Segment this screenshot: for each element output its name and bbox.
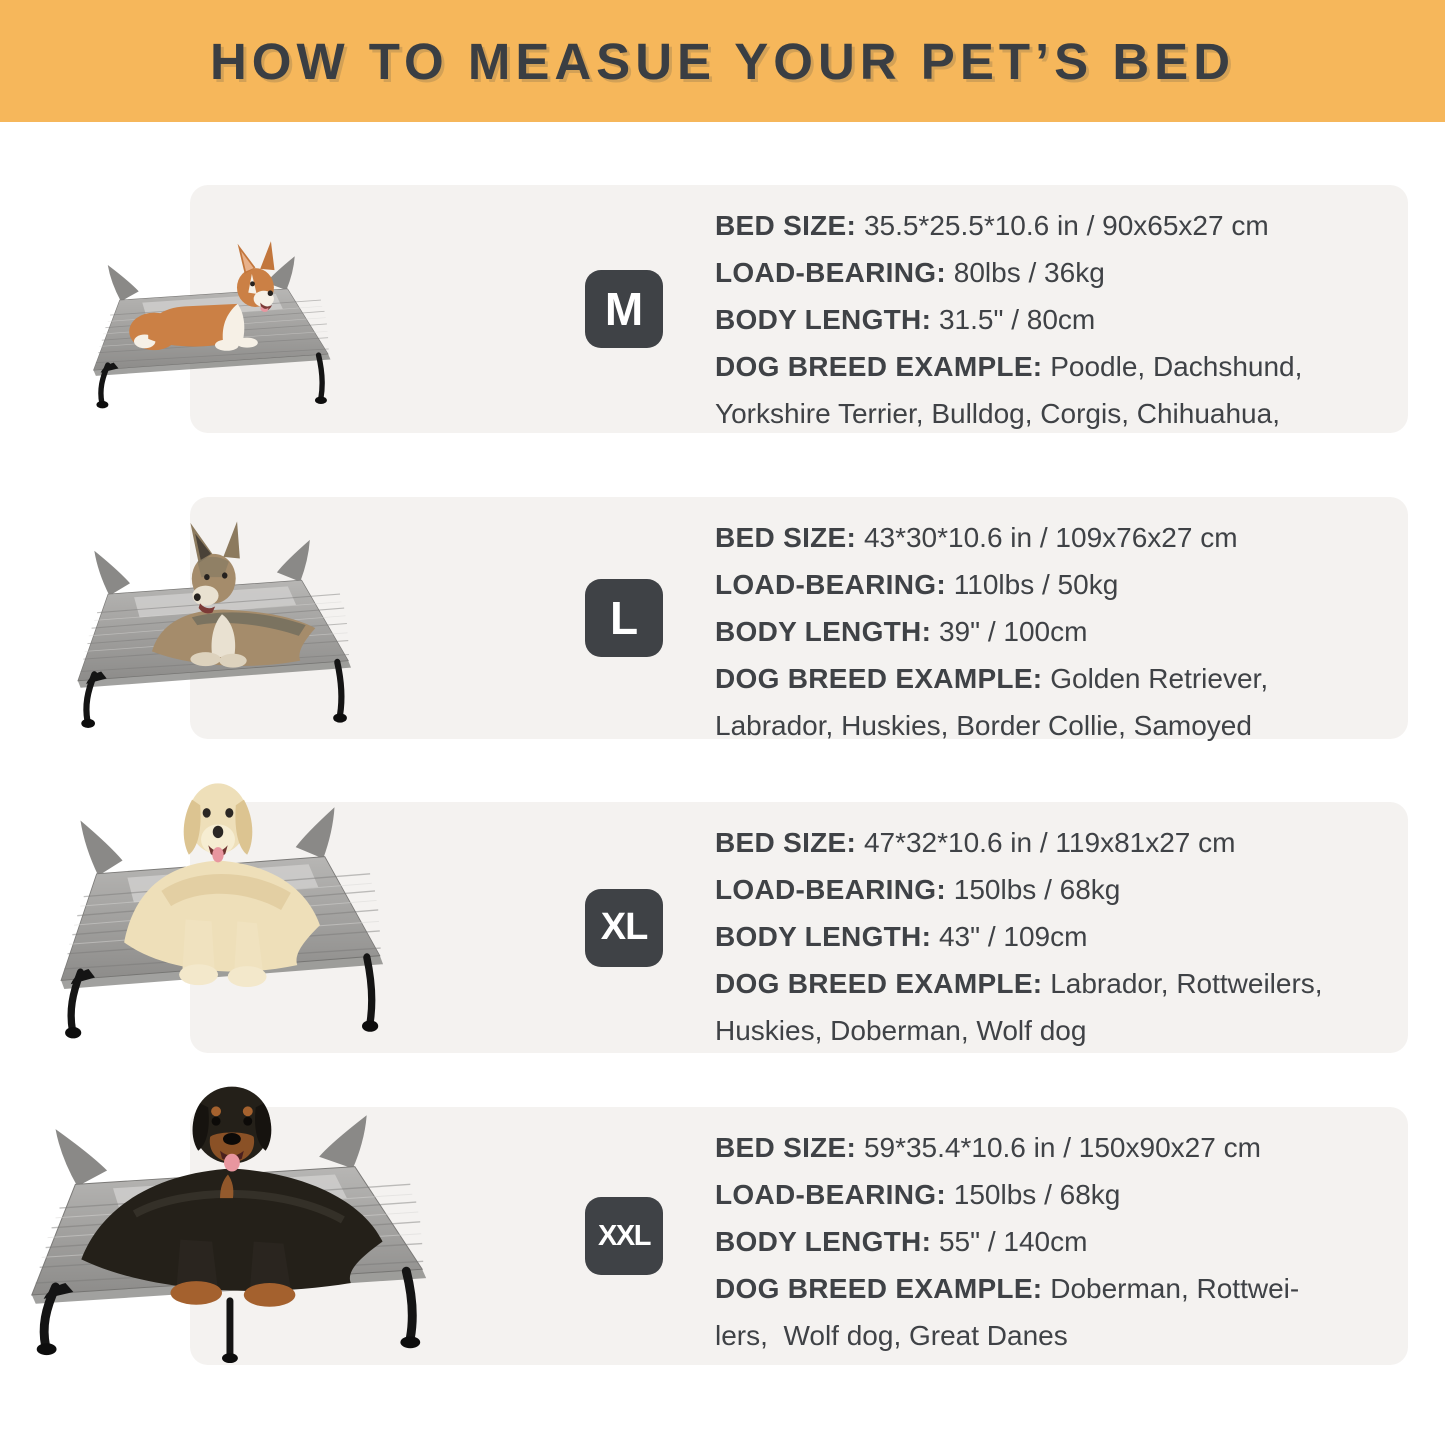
load-bearing-line: LOAD-BEARING: 150lbs / 68kg: [715, 866, 1323, 913]
breed-value-1: Poodle, Dachshund,: [1050, 351, 1303, 382]
breed-line-1: DOG BREED EXAMPLE: Labrador, Rottweilers…: [715, 960, 1323, 1007]
bed-size-value: 43*30*10.6 in / 109x76x27 cm: [863, 522, 1238, 553]
breed-label: DOG BREED EXAMPLE:: [715, 663, 1043, 694]
breed-line-2: lers, Wolf dog, Great Danes: [715, 1312, 1299, 1359]
bed-size-label: BED SIZE:: [715, 522, 857, 553]
load-bearing-label: LOAD-BEARING:: [715, 569, 946, 600]
size-info-xxl: BED SIZE: 59*35.4*10.6 in / 150x90x27 cm…: [715, 1124, 1299, 1359]
body-length-value: 43" / 109cm: [938, 921, 1088, 952]
bed-size-label: BED SIZE:: [715, 1132, 857, 1163]
breed-label: DOG BREED EXAMPLE:: [715, 1273, 1043, 1304]
breed-value-2: Yorkshire Terrier, Bulldog, Corgis, Chih…: [715, 398, 1280, 429]
breed-label: DOG BREED EXAMPLE:: [715, 968, 1043, 999]
breed-label: DOG BREED EXAMPLE:: [715, 351, 1043, 382]
size-info-xl: BED SIZE: 47*32*10.6 in / 119x81x27 cm L…: [715, 819, 1323, 1054]
breed-line-1: DOG BREED EXAMPLE: Doberman, Rottwei-: [715, 1265, 1299, 1312]
load-bearing-label: LOAD-BEARING:: [715, 257, 946, 288]
body-length-line: BODY LENGTH: 39" / 100cm: [715, 608, 1268, 655]
breed-value-2: lers, Wolf dog, Great Danes: [715, 1320, 1068, 1351]
body-length-label: BODY LENGTH:: [715, 1226, 932, 1257]
corgi-on-bed-illustration: [78, 220, 340, 414]
breed-line-2: Yorkshire Terrier, Bulldog, Corgis, Chih…: [715, 390, 1302, 437]
wolfdog-icon: [151, 521, 316, 668]
size-badge-m: M: [585, 270, 663, 348]
bed-size-label: BED SIZE:: [715, 827, 857, 858]
body-length-value: 31.5" / 80cm: [938, 304, 1096, 335]
body-length-line: BODY LENGTH: 55" / 140cm: [715, 1218, 1299, 1265]
wolfdog-on-bed-illustration: [60, 495, 362, 735]
bed-size-line: BED SIZE: 59*35.4*10.6 in / 150x90x27 cm: [715, 1124, 1299, 1171]
body-length-label: BODY LENGTH:: [715, 304, 932, 335]
labrador-icon: [124, 783, 320, 988]
bed-size-value: 35.5*25.5*10.6 in / 90x65x27 cm: [863, 210, 1269, 241]
load-bearing-line: LOAD-BEARING: 110lbs / 50kg: [715, 561, 1268, 608]
size-badge-l: L: [585, 579, 663, 657]
corgi-dog-icon: [129, 241, 275, 351]
breed-value-1: Doberman, Rottwei-: [1050, 1273, 1300, 1304]
body-length-line: BODY LENGTH: 43" / 109cm: [715, 913, 1323, 960]
page-title: HOW TO MEASUE YOUR PET’S BED: [209, 32, 1236, 90]
size-info-l: BED SIZE: 43*30*10.6 in / 109x76x27 cm L…: [715, 514, 1268, 749]
body-length-value: 39" / 100cm: [938, 616, 1088, 647]
bed-size-line: BED SIZE: 35.5*25.5*10.6 in / 90x65x27 c…: [715, 202, 1302, 249]
breed-value-2: Labrador, Huskies, Border Collie, Samoye…: [715, 710, 1252, 741]
breed-line-1: DOG BREED EXAMPLE: Poodle, Dachshund,: [715, 343, 1302, 390]
bed-size-value: 59*35.4*10.6 in / 150x90x27 cm: [863, 1132, 1261, 1163]
size-badge-xl: XL: [585, 888, 663, 967]
load-bearing-label: LOAD-BEARING:: [715, 1179, 946, 1210]
body-length-line: BODY LENGTH: 31.5" / 80cm: [715, 296, 1302, 343]
load-bearing-line: LOAD-BEARING: 80lbs / 36kg: [715, 249, 1302, 296]
size-info-m: BED SIZE: 35.5*25.5*10.6 in / 90x65x27 c…: [715, 202, 1302, 437]
size-card-l: L BED SIZE: 43*30*10.6 in / 109x76x27 cm…: [190, 497, 1408, 741]
load-bearing-value: 150lbs / 68kg: [953, 874, 1121, 905]
breed-line-2: Labrador, Huskies, Border Collie, Samoye…: [715, 702, 1268, 749]
body-length-value: 55" / 140cm: [938, 1226, 1088, 1257]
load-bearing-value: 80lbs / 36kg: [953, 257, 1105, 288]
body-length-label: BODY LENGTH:: [715, 921, 932, 952]
size-badge-xxl: XXL: [585, 1197, 663, 1275]
header-banner: HOW TO MEASUE YOUR PET’S BED: [0, 0, 1445, 122]
bed-size-line: BED SIZE: 47*32*10.6 in / 119x81x27 cm: [715, 819, 1323, 866]
breed-line-2: Huskies, Doberman, Wolf dog: [715, 1007, 1323, 1054]
bed-size-line: BED SIZE: 43*30*10.6 in / 109x76x27 cm: [715, 514, 1268, 561]
breed-value-1: Golden Retriever,: [1050, 663, 1269, 694]
breed-value-1: Labrador, Rottweilers,: [1050, 968, 1323, 999]
load-bearing-value: 150lbs / 68kg: [953, 1179, 1121, 1210]
size-card-xl: XL BED SIZE: 47*32*10.6 in / 119x81x27 c…: [190, 802, 1408, 1053]
size-card-m: M BED SIZE: 35.5*25.5*10.6 in / 90x65x27…: [190, 185, 1408, 433]
load-bearing-line: LOAD-BEARING: 150lbs / 68kg: [715, 1171, 1299, 1218]
rottweiler-on-bed-illustration: [6, 1058, 442, 1364]
breed-value-2: Huskies, Doberman, Wolf dog: [715, 1015, 1087, 1046]
bed-size-label: BED SIZE:: [715, 210, 857, 241]
load-bearing-label: LOAD-BEARING:: [715, 874, 946, 905]
breed-line-1: DOG BREED EXAMPLE: Golden Retriever,: [715, 655, 1268, 702]
body-length-label: BODY LENGTH:: [715, 616, 932, 647]
load-bearing-value: 110lbs / 50kg: [953, 569, 1119, 600]
rottweiler-icon: [81, 1086, 383, 1307]
bed-size-value: 47*32*10.6 in / 119x81x27 cm: [863, 827, 1236, 858]
labrador-on-bed-illustration: [40, 752, 396, 1047]
